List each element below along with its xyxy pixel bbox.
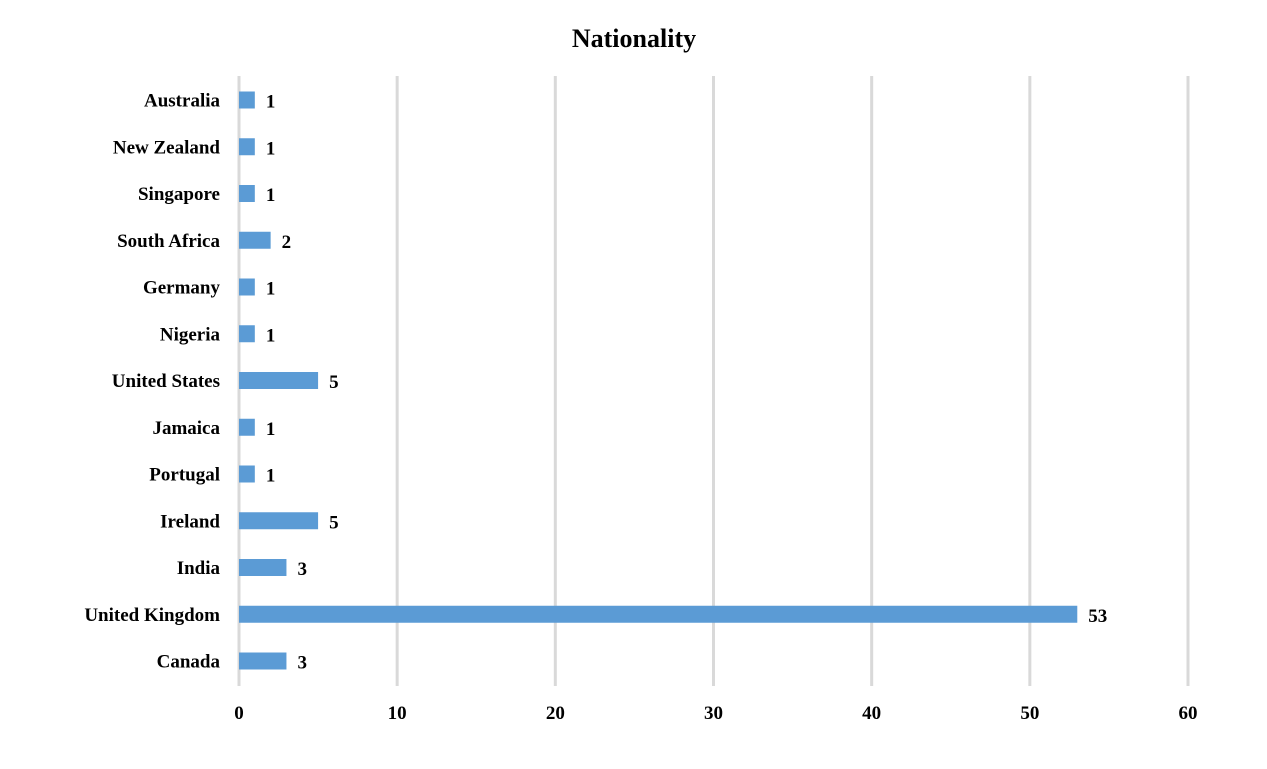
category-label: Singapore	[138, 184, 220, 205]
bar-united-kingdom	[239, 605, 1078, 623]
data-label: 5	[329, 512, 339, 533]
x-axis-tick-labels: 0 10 20 30 40 50 60	[234, 703, 1197, 724]
bar-nigeria	[239, 325, 255, 343]
category-label: United States	[112, 371, 220, 392]
category-label: Jamaica	[152, 418, 220, 439]
data-label: 5	[329, 372, 339, 393]
category-label: Australia	[144, 91, 221, 112]
bar-jamaica	[239, 418, 255, 436]
category-label: South Africa	[117, 231, 220, 252]
data-label: 1	[266, 325, 276, 346]
category-label: Portugal	[149, 465, 220, 486]
bar-india	[239, 559, 287, 576]
category-label: Nigeria	[160, 324, 221, 345]
bar-new-zealand	[239, 138, 255, 156]
x-tick-label: 30	[704, 703, 723, 724]
data-label: 1	[266, 279, 276, 300]
data-label: 53	[1088, 606, 1107, 627]
bar-singapore	[239, 185, 255, 202]
category-label: India	[177, 558, 221, 579]
category-label: Ireland	[160, 511, 220, 532]
bar-australia	[239, 91, 255, 109]
bar-united-states	[239, 372, 319, 389]
data-label: 1	[266, 419, 276, 440]
bar-canada	[239, 652, 287, 670]
category-labels: Australia New Zealand Singapore South Afric…	[84, 91, 220, 673]
data-label: 3	[297, 653, 307, 674]
x-tick-label: 50	[1020, 703, 1039, 724]
category-label: Germany	[143, 278, 221, 299]
bar-germany	[239, 278, 255, 296]
bar-ireland	[239, 512, 319, 530]
x-tick-label: 20	[546, 703, 565, 724]
gridlines	[237, 76, 1190, 686]
bars	[239, 91, 1078, 670]
x-tick-label: 40	[862, 703, 881, 724]
x-tick-label: 10	[388, 703, 407, 724]
data-label: 1	[266, 92, 276, 113]
bar-south-africa	[239, 231, 271, 249]
category-label: Canada	[157, 652, 221, 673]
category-label: New Zealand	[113, 137, 221, 158]
x-tick-label: 60	[1179, 703, 1198, 724]
data-label: 1	[266, 466, 276, 487]
chart-title: Nationality	[572, 24, 696, 53]
category-label: United Kingdom	[84, 605, 220, 626]
data-label: 1	[266, 138, 276, 159]
bar-portugal	[239, 465, 255, 483]
data-label: 2	[282, 232, 292, 253]
data-label: 1	[266, 185, 276, 206]
data-label: 3	[297, 559, 307, 580]
x-tick-label: 0	[234, 703, 244, 724]
